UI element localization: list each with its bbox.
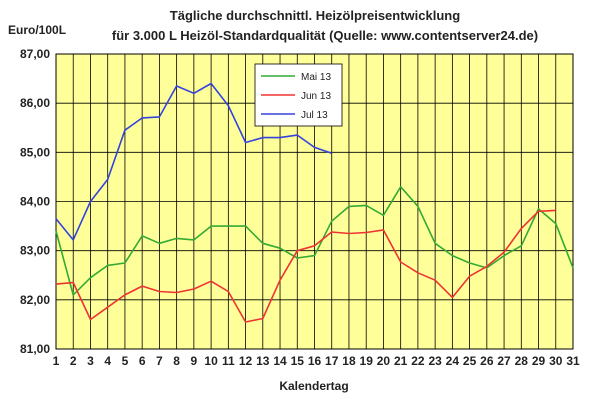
series-line-3 (55, 82, 332, 241)
x-tick-label: 11 (222, 354, 235, 368)
y-tick-label: 81,00 (20, 342, 50, 356)
x-tick-label: 13 (256, 354, 270, 368)
x-tick-label: 27 (497, 354, 511, 368)
x-tick-label: 4 (104, 354, 111, 368)
y-tick-label: 84,00 (20, 195, 50, 209)
x-tick-label: 9 (191, 354, 198, 368)
legend: Mai 13 Jun 13 Jul 13 (254, 63, 343, 127)
x-axis-label: Kalendertag (279, 379, 348, 393)
x-tick-label: 17 (325, 354, 339, 368)
x-tick-label: 20 (377, 354, 391, 368)
x-tick-label: 23 (428, 354, 442, 368)
legend-label: Jul 13 (301, 110, 328, 121)
x-tick-label: 14 (273, 354, 287, 368)
x-tick-label: 29 (532, 354, 546, 368)
chart-title-line-1: Tägliche durchschnittl. Heizölpreisentwi… (170, 8, 460, 23)
x-tick-label: 12 (239, 354, 253, 368)
x-tick-label: 21 (394, 354, 408, 368)
x-tick-label: 19 (360, 354, 374, 368)
chart-title-line-2: für 3.000 L Heizöl-Standardqualität (Que… (112, 28, 538, 43)
y-tick-label: 82,00 (20, 293, 50, 307)
x-tick-label: 28 (515, 354, 529, 368)
x-tick-label: 10 (204, 354, 218, 368)
x-tick-label: 26 (480, 354, 494, 368)
x-tick-label: 25 (463, 354, 477, 368)
y-tick-label: 85,00 (20, 145, 50, 159)
x-tick-label: 18 (342, 354, 356, 368)
series-group (55, 82, 574, 323)
x-tick-label: 15 (291, 354, 305, 368)
x-tick-label: 30 (549, 354, 563, 368)
series-line-1 (55, 186, 574, 296)
series-line-2 (55, 209, 556, 323)
x-tick-label: 7 (156, 354, 163, 368)
x-tick-label: 6 (139, 354, 146, 368)
x-tick-label: 31 (566, 354, 580, 368)
y-tick-label: 87,00 (20, 47, 50, 61)
x-tick-label: 2 (70, 354, 77, 368)
x-tick-label: 22 (411, 354, 425, 368)
y-axis-label: Euro/100L (8, 23, 66, 37)
x-tick-label: 24 (446, 354, 460, 368)
legend-label: Jun 13 (301, 91, 331, 102)
x-tick-label: 3 (87, 354, 94, 368)
y-tick-label: 83,00 (20, 244, 50, 258)
x-tick-label: 8 (173, 354, 180, 368)
y-tick-label: 86,00 (20, 96, 50, 110)
x-tick-label: 16 (308, 354, 322, 368)
x-tick-label: 5 (122, 354, 129, 368)
x-tick-label: 1 (53, 354, 60, 368)
legend-label: Mai 13 (301, 72, 331, 83)
